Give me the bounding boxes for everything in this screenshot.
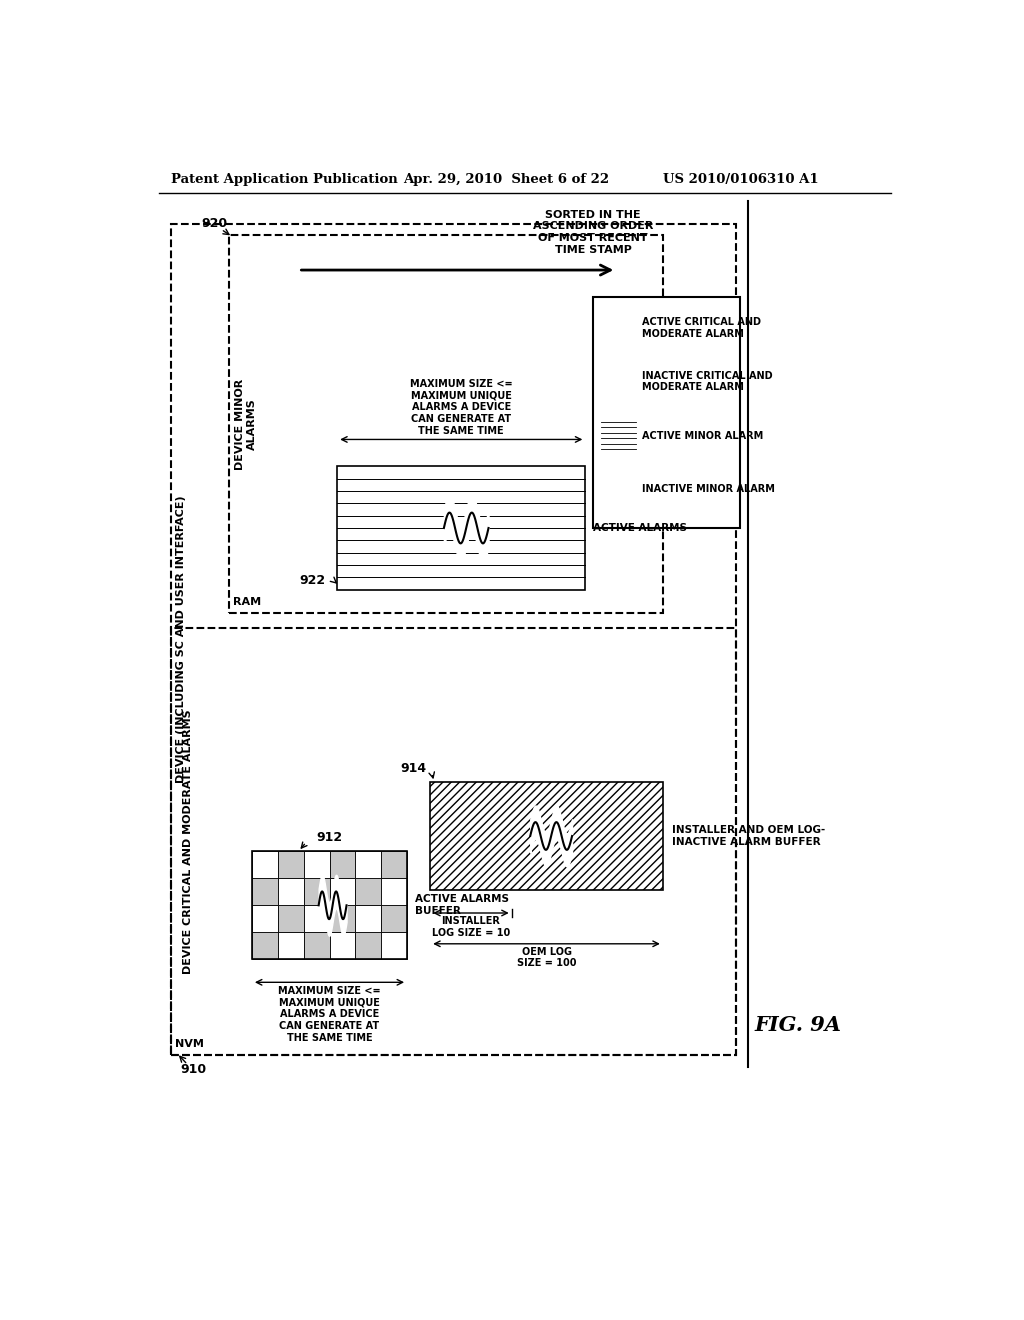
Bar bbox=[252, 851, 407, 960]
Text: INSTALLER
LOG SIZE = 10: INSTALLER LOG SIZE = 10 bbox=[432, 916, 510, 937]
Bar bbox=[252, 851, 278, 878]
Bar bbox=[355, 932, 381, 960]
Bar bbox=[171, 224, 736, 1056]
Bar bbox=[601, 496, 609, 508]
Bar bbox=[381, 878, 407, 906]
Text: ACTIVE CRITICAL AND
MODERATE ALARM: ACTIVE CRITICAL AND MODERATE ALARM bbox=[642, 317, 761, 339]
Text: INACTIVE MINOR ALARM: INACTIVE MINOR ALARM bbox=[642, 484, 775, 495]
Text: MAXIMUM SIZE <=
MAXIMUM UNIQUE
ALARMS A DEVICE
CAN GENERATE AT
THE SAME TIME: MAXIMUM SIZE <= MAXIMUM UNIQUE ALARMS A … bbox=[410, 379, 513, 436]
Bar bbox=[171, 628, 736, 1056]
Text: SORTED IN THE
ASCENDING ORDER
OF MOST RECENT
TIME STAMP: SORTED IN THE ASCENDING ORDER OF MOST RE… bbox=[532, 210, 653, 255]
Bar bbox=[381, 851, 407, 878]
Bar bbox=[278, 878, 304, 906]
Bar bbox=[304, 878, 330, 906]
Bar bbox=[601, 470, 609, 483]
Bar bbox=[330, 932, 355, 960]
Bar bbox=[601, 483, 609, 496]
Bar bbox=[609, 483, 618, 496]
Text: RAM: RAM bbox=[233, 597, 261, 607]
Bar bbox=[618, 496, 627, 508]
Bar bbox=[330, 906, 355, 932]
Bar bbox=[609, 496, 618, 508]
Bar bbox=[252, 878, 278, 906]
Text: 914: 914 bbox=[400, 762, 426, 775]
Text: OEM LOG
SIZE = 100: OEM LOG SIZE = 100 bbox=[517, 946, 577, 969]
Bar bbox=[252, 932, 278, 960]
Bar bbox=[593, 297, 740, 528]
Text: MAXIMUM SIZE <=
MAXIMUM UNIQUE
ALARMS A DEVICE
CAN GENERATE AT
THE SAME TIME: MAXIMUM SIZE <= MAXIMUM UNIQUE ALARMS A … bbox=[279, 986, 381, 1043]
Text: ACTIVE ALARMS: ACTIVE ALARMS bbox=[593, 523, 687, 533]
Bar bbox=[430, 781, 663, 890]
Bar bbox=[355, 878, 381, 906]
Text: 912: 912 bbox=[316, 832, 343, 843]
Bar bbox=[627, 470, 636, 483]
Bar bbox=[330, 851, 355, 878]
Text: INSTALLER AND OEM LOG-
INACTIVE ALARM BUFFER: INSTALLER AND OEM LOG- INACTIVE ALARM BU… bbox=[672, 825, 825, 847]
Bar bbox=[355, 906, 381, 932]
Bar bbox=[618, 483, 627, 496]
Bar bbox=[618, 470, 627, 483]
Text: ACTIVE MINOR ALARM: ACTIVE MINOR ALARM bbox=[642, 430, 763, 441]
Bar bbox=[278, 932, 304, 960]
Text: Patent Application Publication: Patent Application Publication bbox=[171, 173, 397, 186]
Bar bbox=[381, 906, 407, 932]
Bar bbox=[278, 851, 304, 878]
Bar bbox=[304, 906, 330, 932]
Bar bbox=[278, 906, 304, 932]
Text: DEVICE (INCLUDING SC AND USER INTERFACE): DEVICE (INCLUDING SC AND USER INTERFACE) bbox=[176, 496, 186, 784]
Bar bbox=[337, 466, 586, 590]
Bar bbox=[330, 878, 355, 906]
Bar bbox=[601, 416, 636, 455]
Bar bbox=[304, 851, 330, 878]
Text: 910: 910 bbox=[181, 1063, 207, 1076]
Bar bbox=[627, 496, 636, 508]
Text: FIG. 9A: FIG. 9A bbox=[755, 1015, 842, 1035]
Text: INACTIVE CRITICAL AND
MODERATE ALARM: INACTIVE CRITICAL AND MODERATE ALARM bbox=[642, 371, 772, 392]
Text: ACTIVE ALARMS
BUFFER: ACTIVE ALARMS BUFFER bbox=[415, 895, 509, 916]
Bar bbox=[304, 932, 330, 960]
Bar bbox=[381, 932, 407, 960]
Bar bbox=[252, 906, 278, 932]
Bar bbox=[228, 235, 663, 612]
Text: 922: 922 bbox=[299, 574, 326, 587]
Text: NVM: NVM bbox=[175, 1039, 204, 1049]
Text: 920: 920 bbox=[202, 218, 228, 231]
Bar bbox=[627, 483, 636, 496]
Text: DEVICE MINOR
ALARMS: DEVICE MINOR ALARMS bbox=[234, 379, 257, 470]
Bar bbox=[601, 363, 636, 401]
Bar bbox=[355, 851, 381, 878]
Text: US 2010/0106310 A1: US 2010/0106310 A1 bbox=[663, 173, 818, 186]
Bar bbox=[601, 309, 636, 347]
Text: DEVICE CRITICAL AND MODERATE ALARMS: DEVICE CRITICAL AND MODERATE ALARMS bbox=[182, 709, 193, 974]
Text: Apr. 29, 2010  Sheet 6 of 22: Apr. 29, 2010 Sheet 6 of 22 bbox=[403, 173, 609, 186]
Bar bbox=[609, 470, 618, 483]
